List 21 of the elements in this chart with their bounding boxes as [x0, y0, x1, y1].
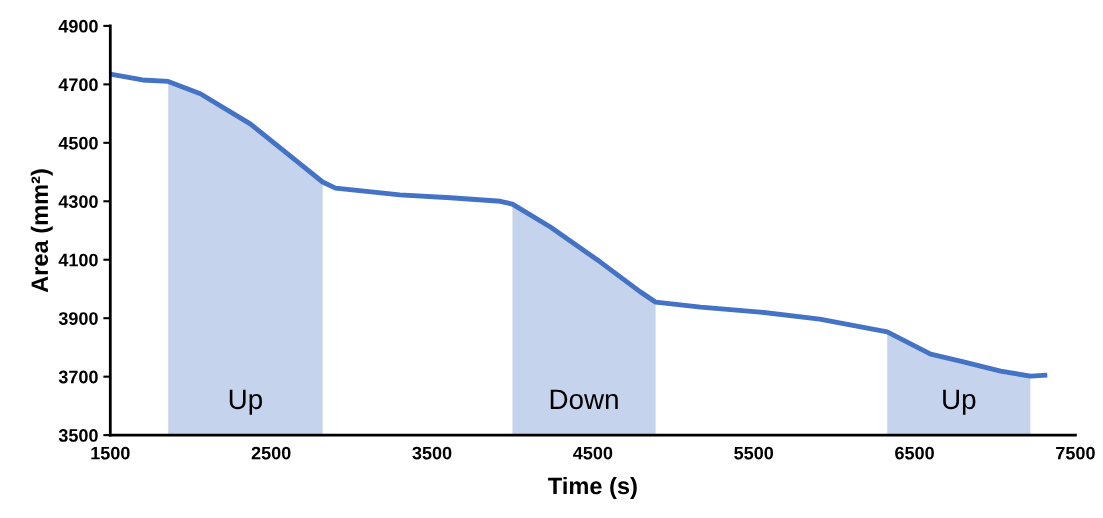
y-tick-label: 3500 — [58, 429, 98, 442]
x-tick-label: 5500 — [734, 446, 774, 460]
y-tick-label: 4700 — [58, 78, 98, 92]
x-tick-label: 2500 — [251, 446, 291, 460]
y-axis-title: Area (mm²) — [30, 169, 53, 293]
series-label: Down — [550, 389, 618, 410]
x-tick-label: 1500 — [91, 446, 130, 460]
y-tick-label: 4300 — [58, 195, 98, 209]
y-tick-label: 3700 — [58, 370, 98, 384]
y-tick-label: 3900 — [58, 312, 98, 325]
y-tick-label: 4100 — [58, 253, 98, 267]
x-tick-label: 3500 — [412, 446, 452, 460]
x-axis-title: Time (s) — [548, 476, 637, 499]
line-series — [110, 71, 1048, 379]
x-tick-label: 4500 — [573, 446, 613, 460]
y-tick-label: 4500 — [58, 136, 98, 150]
series-label: Up — [943, 389, 976, 415]
y-tick-label: 4900 — [58, 19, 98, 33]
x-tick-label: 7500 — [1056, 446, 1095, 460]
series-label: Up — [229, 389, 263, 415]
x-tick-label: 6500 — [895, 446, 934, 460]
